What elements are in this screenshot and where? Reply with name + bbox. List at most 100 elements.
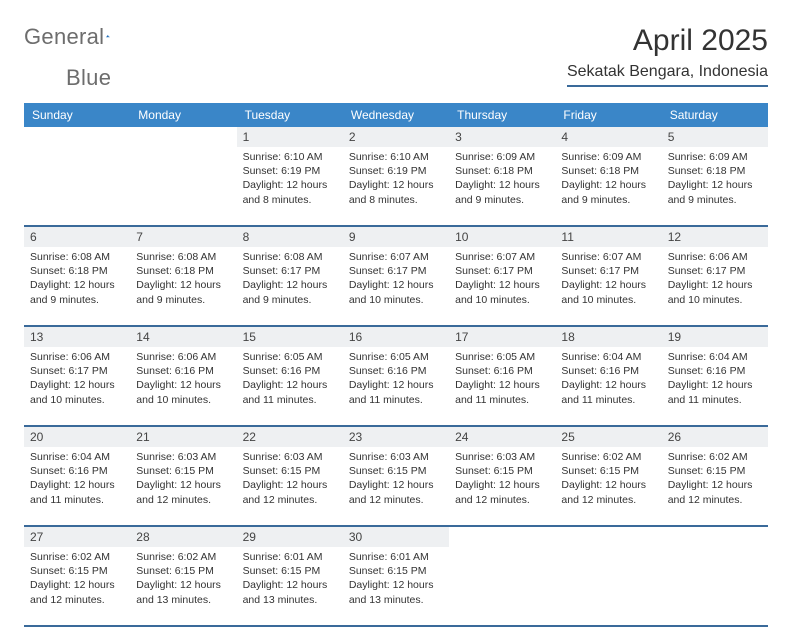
day-number: 3 (449, 127, 555, 147)
calendar-cell: 24Sunrise: 6:03 AMSunset: 6:15 PMDayligh… (449, 426, 555, 526)
day-number: 11 (555, 227, 661, 247)
day-info: Sunrise: 6:05 AMSunset: 6:16 PMDaylight:… (455, 347, 549, 407)
calendar-cell: 6Sunrise: 6:08 AMSunset: 6:18 PMDaylight… (24, 226, 130, 326)
day-info: Sunrise: 6:04 AMSunset: 6:16 PMDaylight:… (561, 347, 655, 407)
weekday-header: Friday (555, 103, 661, 127)
weekday-header: Monday (130, 103, 236, 127)
day-info: Sunrise: 6:09 AMSunset: 6:18 PMDaylight:… (455, 147, 549, 207)
calendar-cell: 12Sunrise: 6:06 AMSunset: 6:17 PMDayligh… (662, 226, 768, 326)
day-number: 7 (130, 227, 236, 247)
day-info: Sunrise: 6:03 AMSunset: 6:15 PMDaylight:… (349, 447, 443, 507)
day-number: 18 (555, 327, 661, 347)
day-info: Sunrise: 6:05 AMSunset: 6:16 PMDaylight:… (349, 347, 443, 407)
day-info: Sunrise: 6:02 AMSunset: 6:15 PMDaylight:… (561, 447, 655, 507)
day-info: Sunrise: 6:02 AMSunset: 6:15 PMDaylight:… (136, 547, 230, 607)
day-info: Sunrise: 6:10 AMSunset: 6:19 PMDaylight:… (243, 147, 337, 207)
calendar-cell: 17Sunrise: 6:05 AMSunset: 6:16 PMDayligh… (449, 326, 555, 426)
day-number: 1 (237, 127, 343, 147)
day-number: 13 (24, 327, 130, 347)
day-number: 25 (555, 427, 661, 447)
day-info: Sunrise: 6:08 AMSunset: 6:18 PMDaylight:… (30, 247, 124, 307)
day-number: 21 (130, 427, 236, 447)
calendar-cell: 23Sunrise: 6:03 AMSunset: 6:15 PMDayligh… (343, 426, 449, 526)
calendar-cell: 20Sunrise: 6:04 AMSunset: 6:16 PMDayligh… (24, 426, 130, 526)
weekday-header: Sunday (24, 103, 130, 127)
calendar-cell: 14Sunrise: 6:06 AMSunset: 6:16 PMDayligh… (130, 326, 236, 426)
calendar-cell: 16Sunrise: 6:05 AMSunset: 6:16 PMDayligh… (343, 326, 449, 426)
calendar-cell: 1Sunrise: 6:10 AMSunset: 6:19 PMDaylight… (237, 127, 343, 226)
day-info: Sunrise: 6:04 AMSunset: 6:16 PMDaylight:… (668, 347, 762, 407)
brand-logo: General (24, 24, 130, 50)
day-number: 26 (662, 427, 768, 447)
day-number: 5 (662, 127, 768, 147)
calendar-cell: 9Sunrise: 6:07 AMSunset: 6:17 PMDaylight… (343, 226, 449, 326)
day-number: 24 (449, 427, 555, 447)
day-info: Sunrise: 6:03 AMSunset: 6:15 PMDaylight:… (243, 447, 337, 507)
sail-icon (106, 28, 110, 44)
weekday-header: Saturday (662, 103, 768, 127)
day-info: Sunrise: 6:02 AMSunset: 6:15 PMDaylight:… (30, 547, 124, 607)
day-number: 29 (237, 527, 343, 547)
day-info: Sunrise: 6:03 AMSunset: 6:15 PMDaylight:… (455, 447, 549, 507)
day-number: 30 (343, 527, 449, 547)
day-number: 28 (130, 527, 236, 547)
page-title: April 2025 (567, 24, 768, 57)
day-number: 14 (130, 327, 236, 347)
day-info: Sunrise: 6:08 AMSunset: 6:17 PMDaylight:… (243, 247, 337, 307)
brand-name-2: Blue (66, 65, 111, 90)
calendar-cell: 5Sunrise: 6:09 AMSunset: 6:18 PMDaylight… (662, 127, 768, 226)
day-number: 2 (343, 127, 449, 147)
calendar-cell: 11Sunrise: 6:07 AMSunset: 6:17 PMDayligh… (555, 226, 661, 326)
day-info: Sunrise: 6:06 AMSunset: 6:17 PMDaylight:… (30, 347, 124, 407)
day-info: Sunrise: 6:06 AMSunset: 6:16 PMDaylight:… (136, 347, 230, 407)
calendar-cell: 13Sunrise: 6:06 AMSunset: 6:17 PMDayligh… (24, 326, 130, 426)
calendar-cell: 15Sunrise: 6:05 AMSunset: 6:16 PMDayligh… (237, 326, 343, 426)
weekday-header: Tuesday (237, 103, 343, 127)
calendar-cell: 7Sunrise: 6:08 AMSunset: 6:18 PMDaylight… (130, 226, 236, 326)
day-info: Sunrise: 6:07 AMSunset: 6:17 PMDaylight:… (561, 247, 655, 307)
brand-name-1: General (24, 24, 104, 49)
calendar-cell: 30Sunrise: 6:01 AMSunset: 6:15 PMDayligh… (343, 526, 449, 626)
calendar-cell: 19Sunrise: 6:04 AMSunset: 6:16 PMDayligh… (662, 326, 768, 426)
day-info: Sunrise: 6:07 AMSunset: 6:17 PMDaylight:… (349, 247, 443, 307)
day-info: Sunrise: 6:05 AMSunset: 6:16 PMDaylight:… (243, 347, 337, 407)
calendar-cell: 4Sunrise: 6:09 AMSunset: 6:18 PMDaylight… (555, 127, 661, 226)
day-number: 6 (24, 227, 130, 247)
day-number: 15 (237, 327, 343, 347)
page-subtitle: Sekatak Bengara, Indonesia (567, 63, 768, 87)
calendar-cell: 26Sunrise: 6:02 AMSunset: 6:15 PMDayligh… (662, 426, 768, 526)
day-info: Sunrise: 6:10 AMSunset: 6:19 PMDaylight:… (349, 147, 443, 207)
calendar-cell: 27Sunrise: 6:02 AMSunset: 6:15 PMDayligh… (24, 526, 130, 626)
calendar-cell (24, 127, 130, 226)
calendar-cell (555, 526, 661, 626)
calendar-cell: 2Sunrise: 6:10 AMSunset: 6:19 PMDaylight… (343, 127, 449, 226)
day-info: Sunrise: 6:07 AMSunset: 6:17 PMDaylight:… (455, 247, 549, 307)
day-info: Sunrise: 6:01 AMSunset: 6:15 PMDaylight:… (349, 547, 443, 607)
day-number: 8 (237, 227, 343, 247)
calendar-cell: 10Sunrise: 6:07 AMSunset: 6:17 PMDayligh… (449, 226, 555, 326)
day-number: 16 (343, 327, 449, 347)
calendar-cell (130, 127, 236, 226)
day-info: Sunrise: 6:06 AMSunset: 6:17 PMDaylight:… (668, 247, 762, 307)
day-number: 23 (343, 427, 449, 447)
day-number: 12 (662, 227, 768, 247)
calendar-table: SundayMondayTuesdayWednesdayThursdayFrid… (24, 103, 768, 627)
day-number: 17 (449, 327, 555, 347)
calendar-cell: 21Sunrise: 6:03 AMSunset: 6:15 PMDayligh… (130, 426, 236, 526)
day-info: Sunrise: 6:01 AMSunset: 6:15 PMDaylight:… (243, 547, 337, 607)
calendar-cell (449, 526, 555, 626)
calendar-cell: 3Sunrise: 6:09 AMSunset: 6:18 PMDaylight… (449, 127, 555, 226)
day-number: 22 (237, 427, 343, 447)
day-info: Sunrise: 6:03 AMSunset: 6:15 PMDaylight:… (136, 447, 230, 507)
calendar-cell (662, 526, 768, 626)
day-number: 20 (24, 427, 130, 447)
calendar-cell: 18Sunrise: 6:04 AMSunset: 6:16 PMDayligh… (555, 326, 661, 426)
day-number: 4 (555, 127, 661, 147)
day-number: 10 (449, 227, 555, 247)
day-number: 9 (343, 227, 449, 247)
day-number: 19 (662, 327, 768, 347)
weekday-header: Wednesday (343, 103, 449, 127)
calendar-cell: 25Sunrise: 6:02 AMSunset: 6:15 PMDayligh… (555, 426, 661, 526)
calendar-cell: 22Sunrise: 6:03 AMSunset: 6:15 PMDayligh… (237, 426, 343, 526)
day-info: Sunrise: 6:08 AMSunset: 6:18 PMDaylight:… (136, 247, 230, 307)
